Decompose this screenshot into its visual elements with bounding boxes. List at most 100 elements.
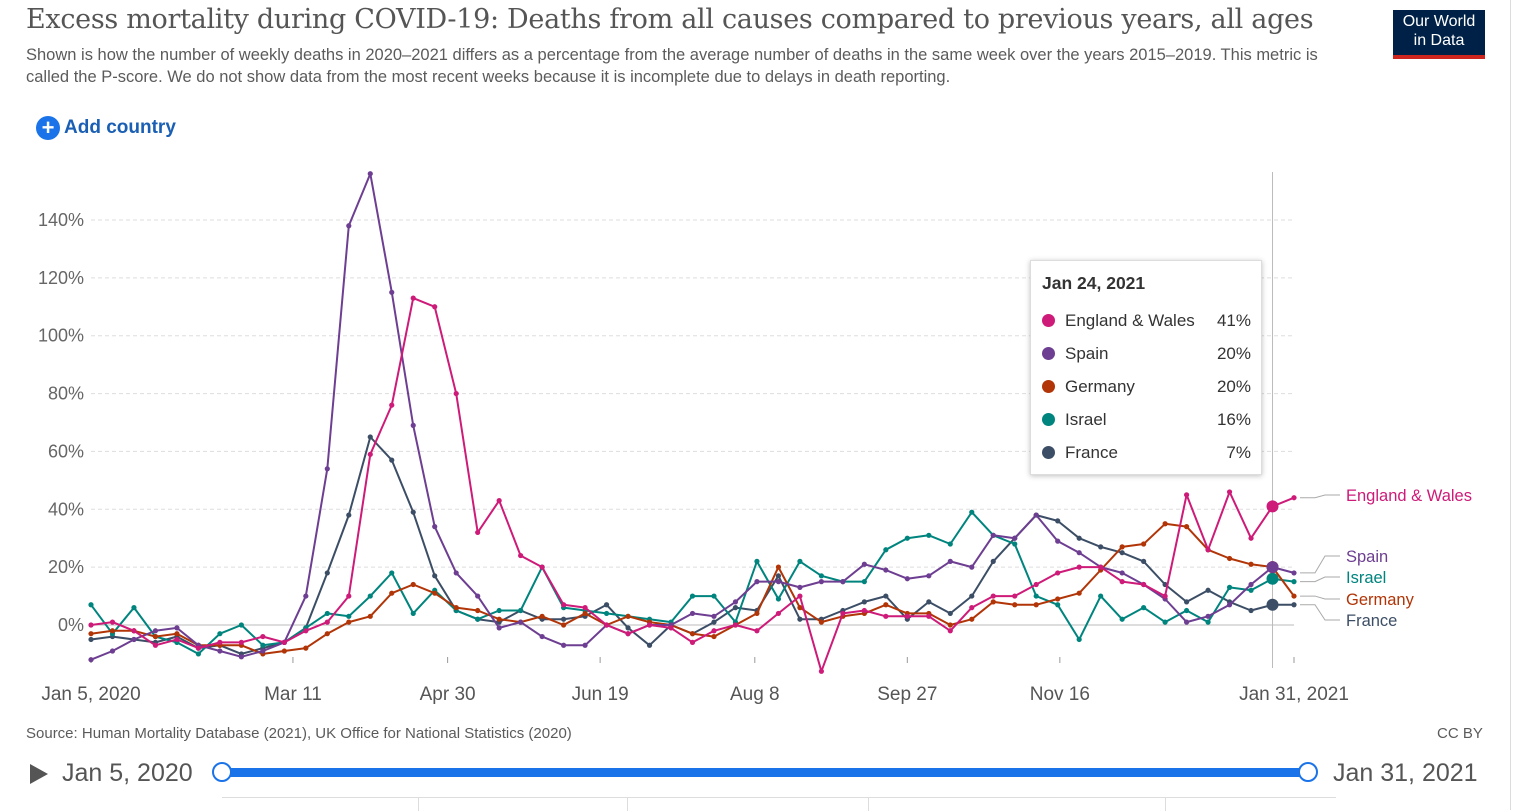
data-point xyxy=(389,570,395,576)
data-point xyxy=(1266,500,1279,513)
data-point xyxy=(1012,535,1018,541)
data-point xyxy=(1012,602,1018,608)
data-point xyxy=(1141,541,1147,547)
add-country-button[interactable]: + Add country xyxy=(36,116,176,140)
label-leader xyxy=(1300,604,1340,621)
data-point xyxy=(475,616,481,622)
play-icon[interactable] xyxy=(30,764,48,784)
data-point xyxy=(324,631,330,637)
data-point xyxy=(904,613,910,619)
data-point xyxy=(969,509,975,515)
data-point xyxy=(1076,564,1082,570)
data-point xyxy=(625,631,631,637)
data-point xyxy=(1291,602,1297,608)
data-point xyxy=(195,651,202,657)
tooltip-value: 20% xyxy=(1216,343,1251,363)
data-point xyxy=(883,547,889,553)
tooltip-row: France 7% xyxy=(1042,436,1251,469)
tooltip-row: Spain 20% xyxy=(1042,337,1251,370)
data-point xyxy=(646,622,653,628)
data-point xyxy=(711,613,717,619)
data-point xyxy=(754,579,760,585)
data-point xyxy=(410,581,416,588)
y-tick-label: 80% xyxy=(48,384,84,404)
chart-subtitle: Shown is how the number of weekly deaths… xyxy=(26,46,1318,86)
tooltip-country: Israel xyxy=(1065,409,1107,429)
data-point xyxy=(1248,581,1254,588)
series-lines[interactable] xyxy=(88,171,1297,674)
data-point xyxy=(861,561,867,567)
data-point xyxy=(1162,593,1168,599)
timeline-end-handle[interactable] xyxy=(1298,762,1318,782)
data-point xyxy=(1012,593,1018,599)
data-point xyxy=(109,628,116,634)
tooltip-date: Jan 24, 2021 xyxy=(1042,273,1146,293)
license-link[interactable]: CC BY xyxy=(1437,725,1483,742)
data-point xyxy=(1098,564,1104,570)
data-point xyxy=(1205,619,1211,625)
plus-circle-icon: + xyxy=(36,116,60,140)
data-point xyxy=(152,642,159,648)
data-point xyxy=(840,579,846,585)
data-point xyxy=(1248,587,1254,593)
data-point xyxy=(1248,561,1254,567)
data-point xyxy=(775,610,782,617)
data-point xyxy=(88,602,94,608)
data-point xyxy=(281,639,287,645)
y-tick-label: 140% xyxy=(38,210,84,230)
data-point xyxy=(947,610,953,617)
data-point xyxy=(969,564,975,570)
data-point xyxy=(689,610,696,617)
y-tick-label: 100% xyxy=(38,326,84,346)
data-point xyxy=(303,645,309,651)
data-point xyxy=(109,648,116,654)
data-point xyxy=(797,616,803,622)
series-label-england-wales: England & Wales xyxy=(1346,487,1472,505)
chart-title: Excess mortality during COVID-19: Deaths… xyxy=(26,4,1314,35)
tooltip-country: England & Wales xyxy=(1065,310,1195,330)
data-point xyxy=(496,607,502,614)
data-point xyxy=(539,564,545,570)
data-point xyxy=(1226,555,1233,562)
data-point xyxy=(818,668,824,674)
data-point xyxy=(797,593,803,599)
data-point xyxy=(754,610,760,617)
tooltip-country: France xyxy=(1065,442,1118,462)
owid-logo[interactable]: Our World in Data xyxy=(1393,10,1485,59)
timeline-start-handle[interactable] xyxy=(212,762,232,782)
timeline-start-label: Jan 5, 2020 xyxy=(62,759,193,787)
data-point xyxy=(174,631,180,637)
source-note[interactable]: Source: Human Mortality Database (2021),… xyxy=(26,725,572,742)
data-point xyxy=(109,619,116,625)
x-tick-label: Jan 31, 2021 xyxy=(1239,684,1349,705)
data-point xyxy=(1183,524,1190,530)
data-point xyxy=(1248,535,1254,541)
data-point xyxy=(775,579,782,585)
data-point xyxy=(346,223,352,229)
tooltip-country: Spain xyxy=(1065,343,1109,363)
data-point xyxy=(367,171,373,177)
data-point xyxy=(217,648,223,654)
series-labels[interactable]: England & Wales Spain Germany Israel France xyxy=(1300,487,1472,630)
data-point xyxy=(689,631,696,637)
data-point xyxy=(1119,570,1125,576)
y-tick-label: 120% xyxy=(38,268,84,288)
data-point xyxy=(1119,579,1125,585)
data-point xyxy=(732,599,739,605)
data-point xyxy=(904,535,910,541)
data-point xyxy=(969,593,975,599)
data-point xyxy=(1033,602,1039,608)
data-point xyxy=(1141,581,1147,588)
data-point xyxy=(1226,602,1233,608)
data-point xyxy=(818,579,824,585)
data-point xyxy=(1248,607,1254,614)
data-point xyxy=(88,636,94,643)
data-point xyxy=(947,541,953,547)
line-chart[interactable]: 0% 20% 40% 60% 80% 100% 120% 140% Jan 5, 2020 Ma… xyxy=(0,0,1520,720)
timeline-track[interactable] xyxy=(222,768,1308,777)
data-point xyxy=(625,613,631,619)
data-point xyxy=(1098,593,1104,599)
data-point xyxy=(711,619,717,625)
data-point xyxy=(1266,561,1279,574)
data-point xyxy=(883,613,889,619)
